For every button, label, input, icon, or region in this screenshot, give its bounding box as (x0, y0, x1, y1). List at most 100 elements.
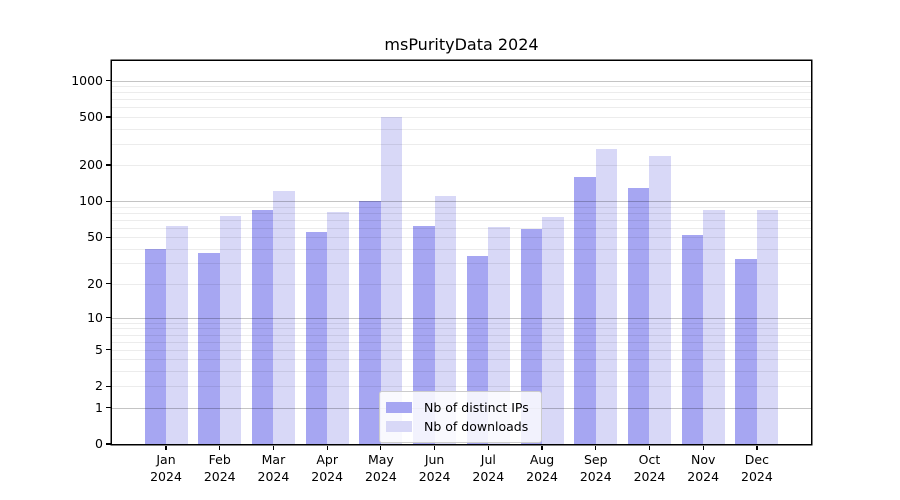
legend-row-downloads: Nb of downloads (386, 418, 529, 435)
x-tick-month: Feb (208, 452, 231, 467)
gridline-minor-30 (112, 263, 811, 265)
gridline-minor-70 (112, 219, 811, 221)
x-tick-year: 2024 (579, 468, 612, 484)
x-tick-label-may: May 2024 (349, 452, 413, 485)
legend-row-ips: Nb of distinct IPs (386, 399, 529, 416)
x-tick-year: 2024 (687, 468, 720, 484)
bar-downloads-may (380, 117, 403, 444)
x-tick-mark-sep (595, 446, 597, 450)
x-tick-year: 2024 (633, 468, 666, 484)
x-tick-year: 2024 (526, 468, 558, 484)
gridline-minor-9 (112, 322, 811, 324)
y-tick-label-10: 10 (87, 309, 103, 325)
gridline-minor-7 (112, 334, 811, 336)
bar-ips-may (359, 201, 381, 444)
x-tick-label-aug: Aug 2024 (510, 452, 574, 485)
gridline-minor-60 (112, 227, 811, 229)
x-tick-label-feb: Feb 2024 (188, 452, 252, 485)
x-tick-year: 2024 (257, 468, 290, 484)
chart-title: msPurityData 2024 (384, 35, 539, 54)
x-tick-month: Jul (480, 452, 496, 467)
gridline-minor-50 (112, 237, 811, 239)
bar-downloads-aug (542, 216, 564, 444)
gridline-minor-800 (112, 92, 811, 94)
gridline-minor-5 (112, 349, 811, 351)
gridline-minor-90 (112, 206, 811, 208)
x-tick-label-sep: Sep 2024 (564, 452, 628, 485)
gridline-minor-40 (112, 248, 811, 250)
legend-label-downloads: Nb of downloads (424, 419, 529, 434)
y-tick-label-50: 50 (87, 229, 103, 245)
x-tick-year: 2024 (364, 468, 397, 484)
x-tick-year: 2024 (150, 468, 182, 484)
gridline-minor-500 (112, 117, 811, 119)
y-tick-label-200: 200 (79, 157, 103, 173)
bar-ips-jun (413, 226, 435, 444)
x-tick-mark-oct (648, 446, 651, 450)
bar-downloads-nov (703, 209, 725, 444)
y-tick-label-1000: 1000 (71, 72, 103, 88)
x-tick-month: May (367, 452, 394, 467)
x-tick-year: 2024 (311, 468, 344, 484)
x-tick-month: Nov (690, 452, 716, 467)
gridline-minor-20 (112, 283, 811, 285)
gridline-minor-3 (112, 371, 811, 373)
x-tick-mark-aug (541, 446, 543, 450)
legend: Nb of distinct IPs Nb of downloads (379, 391, 542, 443)
y-tick-label-500: 500 (79, 109, 103, 125)
bar-downloads-jun (434, 196, 457, 444)
bar-downloads-jul (488, 226, 510, 444)
y-tick-mark-0 (106, 443, 111, 445)
bar-ips-aug (520, 228, 543, 444)
y-tick-mark-2 (106, 385, 111, 387)
bar-downloads-oct (649, 155, 671, 444)
y-tick-label-0: 0 (95, 436, 103, 451)
x-tick-label-nov: Nov 2024 (671, 452, 735, 485)
y-tick-label-1: 1 (95, 399, 103, 415)
x-tick-year: 2024 (741, 468, 773, 484)
bar-downloads-mar (273, 190, 295, 444)
x-tick-month: Mar (261, 452, 286, 467)
y-tick-mark-200 (106, 164, 111, 166)
y-tick-label-2: 2 (95, 378, 103, 394)
x-tick-label-jun: Jun 2024 (403, 452, 467, 485)
x-tick-month: Aug (529, 452, 555, 467)
x-tick-mark-jun (434, 446, 436, 450)
gridline-minor-600 (112, 107, 811, 109)
x-tick-month: Oct (638, 452, 661, 467)
x-tick-label-jul: Jul 2024 (456, 452, 520, 485)
gridline-minor-8 (112, 328, 811, 330)
x-tick-mark-jan (165, 446, 167, 450)
x-tick-month: Apr (316, 452, 338, 467)
x-tick-month: Sep (583, 452, 608, 467)
y-tick-mark-10 (106, 317, 111, 319)
x-tick-year: 2024 (418, 468, 451, 484)
bar-downloads-feb (219, 216, 242, 444)
legend-swatch-downloads-icon (386, 421, 412, 432)
x-tick-label-dec: Dec 2024 (725, 452, 789, 485)
x-tick-label-jan: Jan 2024 (134, 452, 198, 485)
bar-downloads-dec (756, 209, 779, 444)
x-tick-mark-nov (702, 446, 704, 450)
x-tick-label-mar: Mar 2024 (241, 452, 305, 485)
bar-downloads-sep (595, 149, 618, 444)
y-tick-mark-1 (106, 406, 111, 409)
legend-swatch-ips-icon (386, 402, 412, 413)
bar-ips-jan (144, 248, 166, 444)
y-tick-mark-5 (106, 349, 111, 351)
bar-ips-apr (305, 232, 328, 444)
x-tick-year: 2024 (203, 468, 236, 484)
y-tick-mark-100 (106, 200, 111, 202)
bar-ips-oct (627, 188, 650, 444)
x-tick-mark-feb (219, 446, 221, 450)
gridline-major-100 (112, 201, 811, 203)
gridline-minor-200 (112, 165, 811, 167)
bar-ips-sep (574, 176, 596, 444)
bar-ips-nov (681, 235, 704, 444)
gridline-minor-400 (112, 128, 811, 130)
gridline-minor-300 (112, 143, 811, 145)
x-tick-month: Dec (744, 452, 769, 467)
y-tick-label-100: 100 (79, 193, 103, 209)
x-tick-label-apr: Apr 2024 (295, 452, 359, 485)
